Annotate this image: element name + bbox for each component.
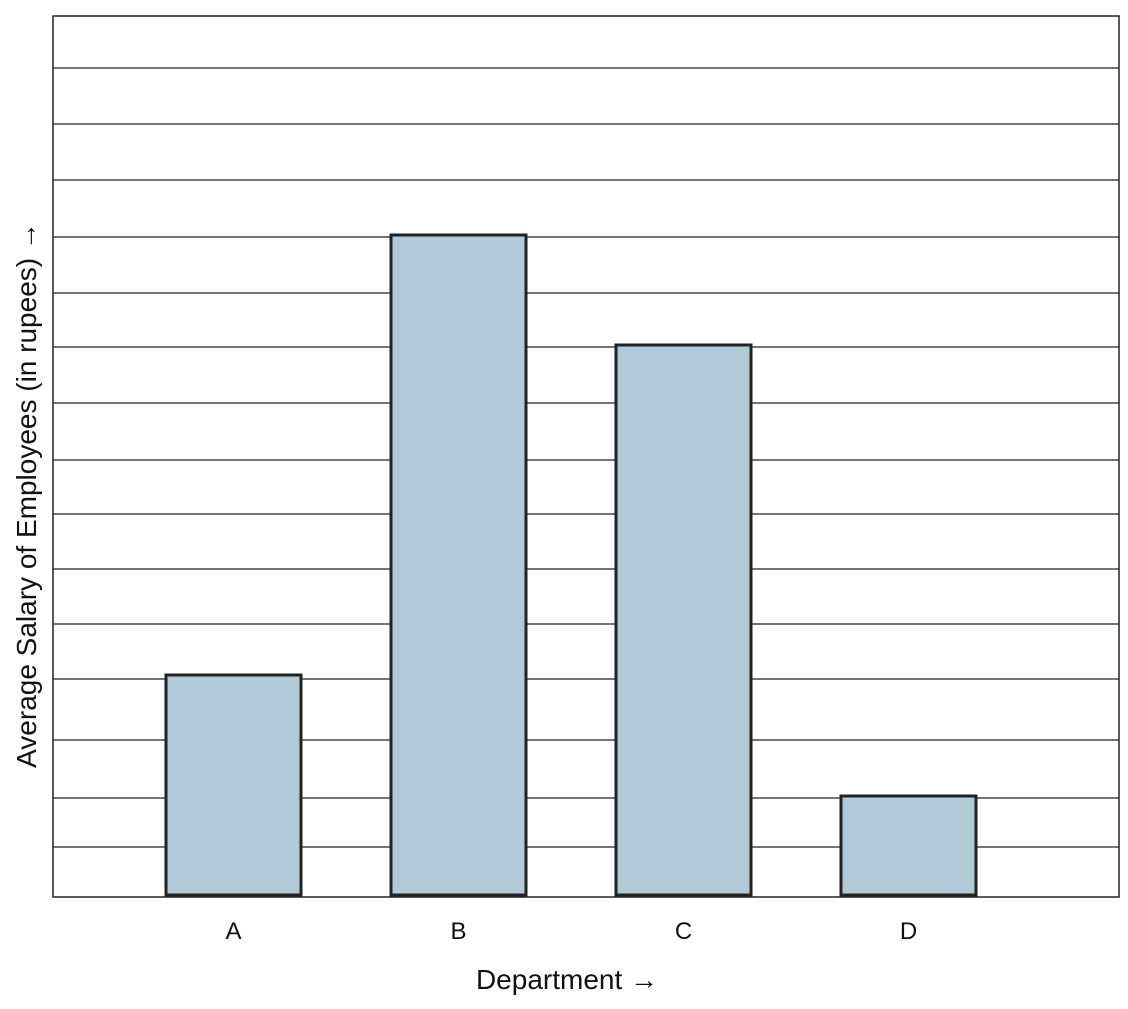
x-tick-label-a: A (225, 918, 241, 945)
x-axis-label: Department → (476, 964, 658, 995)
bar-c (614, 343, 753, 897)
y-axis-label: Average Salary of Employees (in rupees) … (11, 222, 42, 768)
x-tick-label-d: D (900, 918, 917, 945)
bar-d (839, 794, 978, 897)
x-tick-labels: A B C D (225, 918, 917, 945)
x-tick-label-b: B (450, 918, 466, 945)
x-tick-label-c: C (675, 918, 692, 945)
bar-b (389, 233, 528, 897)
bar-a (164, 673, 303, 897)
plot-frame (52, 15, 1120, 898)
bars (164, 233, 978, 897)
